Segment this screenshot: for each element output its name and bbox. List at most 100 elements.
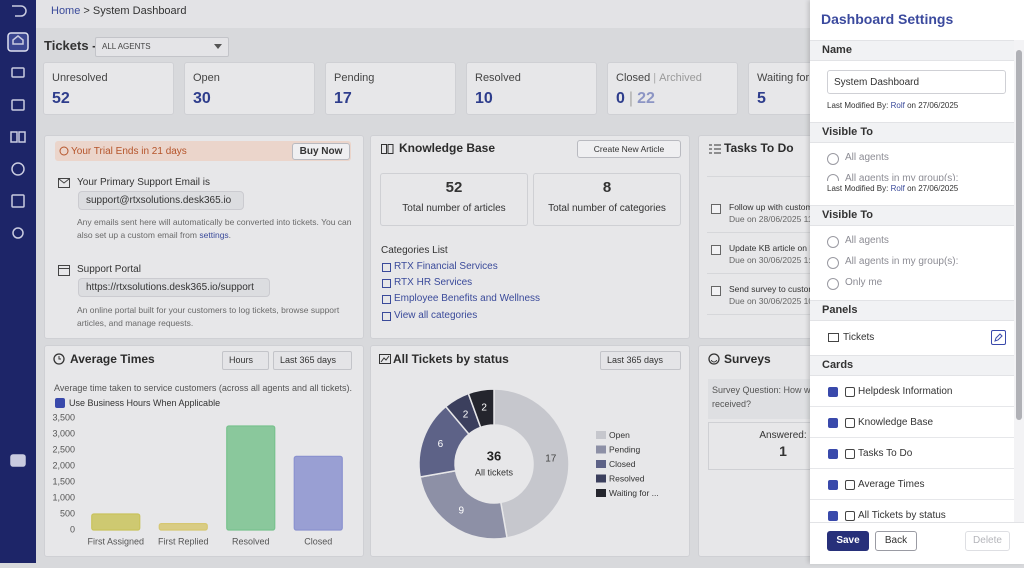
scrollbar[interactable] [1014, 40, 1024, 522]
section-header: Visible To [810, 205, 1014, 226]
category-link[interactable]: RTX HR Services [394, 277, 473, 288]
category-link[interactable]: RTX Financial Services [394, 261, 498, 272]
chat-icon[interactable] [10, 454, 26, 467]
y-tick-label: 3,500 [52, 412, 75, 422]
home-icon[interactable] [7, 32, 29, 52]
bar [226, 425, 276, 531]
stat-card[interactable]: Unresolved 52 [43, 62, 174, 115]
range-select[interactable]: Last 365 days [600, 351, 681, 370]
save-button[interactable]: Save [827, 531, 869, 551]
view-all-link[interactable]: View all categories [394, 310, 478, 321]
visible-options-clipped: All agents All agents in my group(s): [810, 142, 1014, 181]
radio-label: All agents [845, 152, 889, 163]
name-input[interactable]: System Dashboard [827, 70, 1006, 94]
create-article-text: Create New Article [593, 144, 665, 154]
surveys-title: Surveys [724, 352, 771, 366]
slice-label: 17 [545, 454, 557, 465]
scrollbar-thumb[interactable] [1016, 50, 1022, 420]
card-row: Knowledge Base [810, 407, 1014, 438]
settings-icon[interactable] [12, 227, 24, 239]
reports-icon[interactable] [11, 194, 25, 208]
slice-label: 6 [438, 439, 444, 450]
unit-select[interactable]: Hours [222, 351, 269, 370]
stat-label-text: Pending [334, 72, 375, 84]
stat-card[interactable]: Resolved 10 [466, 62, 597, 115]
radio[interactable] [827, 153, 839, 165]
create-article-button[interactable]: Create New Article [577, 140, 681, 158]
legend-label: Waiting for ... [609, 488, 659, 498]
stat-label-text: Waiting for [757, 72, 810, 84]
trial-text: Your Trial Ends in 21 days [71, 146, 187, 157]
category-link[interactable]: Employee Benefits and Wellness [394, 293, 541, 304]
delete-button: Delete [965, 531, 1010, 551]
modified-user[interactable]: Rolf [890, 101, 905, 110]
stat-card[interactable]: Open 30 [184, 62, 315, 115]
kb-icon[interactable] [10, 131, 26, 143]
kb-title: Knowledge Base [399, 141, 496, 155]
portal-pill: https://rtxsolutions.desk365.io/support [78, 278, 270, 297]
modified-user[interactable]: Rolf [890, 184, 905, 193]
stat-card[interactable]: Closed | Archived 0 | 22 [607, 62, 738, 115]
business-hours-checkbox[interactable] [55, 398, 65, 408]
bar [158, 522, 208, 531]
pie-slice [493, 388, 570, 539]
survey-question: Survey Question: How woul [712, 385, 823, 395]
radio[interactable] [827, 257, 839, 269]
card-name: All Tickets by status [858, 510, 946, 521]
stat-value: 52 [52, 89, 70, 109]
tickets-icon[interactable] [11, 67, 25, 78]
radio[interactable] [827, 174, 839, 181]
legend-swatch [596, 489, 606, 497]
y-tick-label: 2,500 [52, 444, 75, 454]
answered-label: Answered: [759, 430, 807, 441]
portal-note: An online portal built for your customer… [77, 305, 340, 328]
kb-stat-label: Total number of articles [402, 203, 506, 214]
stat-value: 30 [193, 89, 211, 109]
range-select[interactable]: Last 365 days [273, 351, 352, 370]
contacts-icon[interactable] [11, 99, 25, 111]
panel-item: Tickets [843, 332, 875, 343]
email-note: Any emails sent here will automatically … [77, 216, 362, 242]
back-button[interactable]: Back [875, 531, 917, 551]
card-name: Average Times [858, 479, 925, 490]
stat-label: Open [193, 71, 220, 85]
agent-filter[interactable]: ALL AGENTS [95, 37, 229, 57]
tasks-title: Tasks To Do [724, 141, 794, 155]
category-icon [382, 279, 391, 288]
radio[interactable] [827, 236, 839, 248]
card-checkbox[interactable] [828, 449, 838, 459]
card-name: Tasks To Do [858, 448, 913, 459]
email-note-end: . [228, 230, 232, 240]
x-tick-label: First Replied [158, 536, 209, 546]
legend-swatch [596, 431, 606, 439]
card-checkbox[interactable] [828, 387, 838, 397]
section-header: Cards [810, 355, 1014, 376]
card-checkbox[interactable] [828, 480, 838, 490]
card-row: All Tickets by status [810, 500, 1014, 521]
card-checkbox[interactable] [828, 511, 838, 521]
stat-value: 10 [475, 89, 493, 109]
task-checkbox[interactable] [711, 245, 721, 255]
pie-slice [419, 469, 508, 540]
radio[interactable] [827, 278, 839, 290]
task-checkbox[interactable] [711, 286, 721, 296]
breadcrumb-home[interactable]: Home [51, 5, 81, 17]
settings-link[interactable]: settings [199, 230, 229, 240]
x-tick-label: Resolved [232, 536, 270, 546]
slice-label: 2 [463, 409, 469, 420]
task-checkbox[interactable] [711, 204, 721, 214]
legend-label: Open [609, 430, 630, 440]
card-checkbox[interactable] [828, 418, 838, 428]
tasks-icon[interactable] [11, 162, 25, 176]
stat-card[interactable]: Pending 17 [325, 62, 456, 115]
edit-button[interactable] [991, 330, 1006, 345]
portal-url[interactable]: https://rtxsolutions.desk365.io/support [86, 282, 254, 293]
tasks-icon [709, 144, 721, 154]
unit-select-text: Hours [229, 355, 254, 365]
buy-now-button[interactable]: Buy Now [292, 143, 350, 160]
support-email: support@rtxsolutions.desk365.io [86, 195, 232, 206]
agent-filter-text: ALL AGENTS [102, 42, 151, 51]
chart-title: Average Times [70, 352, 155, 366]
radio-label: All agents [845, 235, 889, 246]
